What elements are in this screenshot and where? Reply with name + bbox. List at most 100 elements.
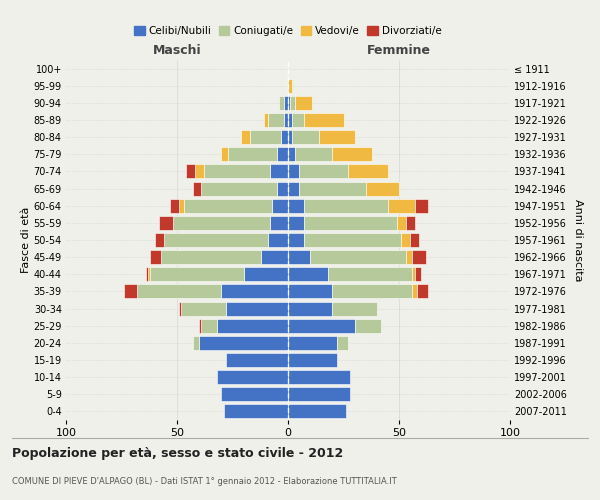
Bar <box>263 113 268 127</box>
Bar <box>155 233 164 247</box>
Bar <box>193 336 199 350</box>
Bar <box>355 318 381 332</box>
Bar <box>195 164 203 178</box>
Bar <box>288 250 310 264</box>
Bar <box>288 318 355 332</box>
Bar <box>288 388 350 402</box>
Bar <box>288 284 332 298</box>
Bar <box>397 216 406 230</box>
Bar <box>224 404 288 418</box>
Bar <box>288 182 299 196</box>
Bar <box>262 250 288 264</box>
Bar <box>406 216 415 230</box>
Bar <box>288 148 295 162</box>
Bar <box>151 268 244 281</box>
Bar <box>203 164 270 178</box>
Y-axis label: Fasce di età: Fasce di età <box>20 207 31 273</box>
Bar <box>288 130 292 144</box>
Bar <box>288 113 292 127</box>
Bar <box>412 268 415 281</box>
Bar <box>281 130 288 144</box>
Bar <box>244 268 288 281</box>
Bar <box>179 198 184 212</box>
Bar <box>292 113 304 127</box>
Bar <box>277 182 288 196</box>
Bar <box>304 233 401 247</box>
Bar <box>164 233 268 247</box>
Bar <box>366 182 399 196</box>
Bar <box>151 250 161 264</box>
Bar <box>412 284 417 298</box>
Bar <box>221 148 228 162</box>
Bar <box>272 198 288 212</box>
Bar <box>299 182 366 196</box>
Bar <box>199 318 202 332</box>
Bar <box>217 370 288 384</box>
Bar <box>304 113 343 127</box>
Bar <box>288 216 304 230</box>
Bar <box>295 96 313 110</box>
Bar <box>241 130 250 144</box>
Text: COMUNE DI PIEVE D'ALPAGO (BL) - Dati ISTAT 1° gennaio 2012 - Elaborazione TUTTIT: COMUNE DI PIEVE D'ALPAGO (BL) - Dati IST… <box>12 477 397 486</box>
Bar <box>295 148 332 162</box>
Bar <box>332 284 412 298</box>
Bar <box>288 233 304 247</box>
Bar <box>401 233 410 247</box>
Bar <box>288 336 337 350</box>
Bar <box>410 233 419 247</box>
Bar <box>288 268 328 281</box>
Text: Popolazione per età, sesso e stato civile - 2012: Popolazione per età, sesso e stato civil… <box>12 448 343 460</box>
Bar <box>277 148 288 162</box>
Bar <box>288 353 337 367</box>
Bar <box>288 302 332 316</box>
Bar <box>124 284 137 298</box>
Bar <box>146 268 148 281</box>
Bar <box>137 284 221 298</box>
Bar <box>159 216 173 230</box>
Bar <box>304 198 388 212</box>
Bar <box>226 353 288 367</box>
Bar <box>406 250 412 264</box>
Bar <box>415 268 421 281</box>
Bar <box>228 148 277 162</box>
Bar <box>288 404 346 418</box>
Bar <box>148 268 151 281</box>
Text: Maschi: Maschi <box>152 44 202 57</box>
Bar <box>170 198 179 212</box>
Bar <box>417 284 428 298</box>
Bar <box>184 198 272 212</box>
Bar <box>415 198 428 212</box>
Bar <box>217 318 288 332</box>
Bar <box>279 96 284 110</box>
Bar <box>270 164 288 178</box>
Bar <box>310 250 406 264</box>
Bar <box>292 130 319 144</box>
Bar <box>328 268 412 281</box>
Bar <box>199 336 288 350</box>
Bar <box>179 302 181 316</box>
Bar <box>226 302 288 316</box>
Bar <box>319 130 355 144</box>
Bar <box>412 250 425 264</box>
Bar <box>332 148 373 162</box>
Y-axis label: Anni di nascita: Anni di nascita <box>572 198 583 281</box>
Text: Femmine: Femmine <box>367 44 431 57</box>
Bar <box>284 113 288 127</box>
Bar <box>288 78 292 92</box>
Bar <box>288 370 350 384</box>
Bar <box>161 250 262 264</box>
Bar <box>268 113 284 127</box>
Legend: Celibi/Nubili, Coniugati/e, Vedovi/e, Divorziati/e: Celibi/Nubili, Coniugati/e, Vedovi/e, Di… <box>130 22 446 40</box>
Bar <box>337 336 348 350</box>
Bar <box>288 96 290 110</box>
Bar <box>221 388 288 402</box>
Bar <box>193 182 202 196</box>
Bar <box>202 182 277 196</box>
Bar <box>332 302 377 316</box>
Bar <box>202 318 217 332</box>
Bar <box>250 130 281 144</box>
Bar <box>268 233 288 247</box>
Bar <box>186 164 195 178</box>
Bar <box>348 164 388 178</box>
Bar <box>284 96 288 110</box>
